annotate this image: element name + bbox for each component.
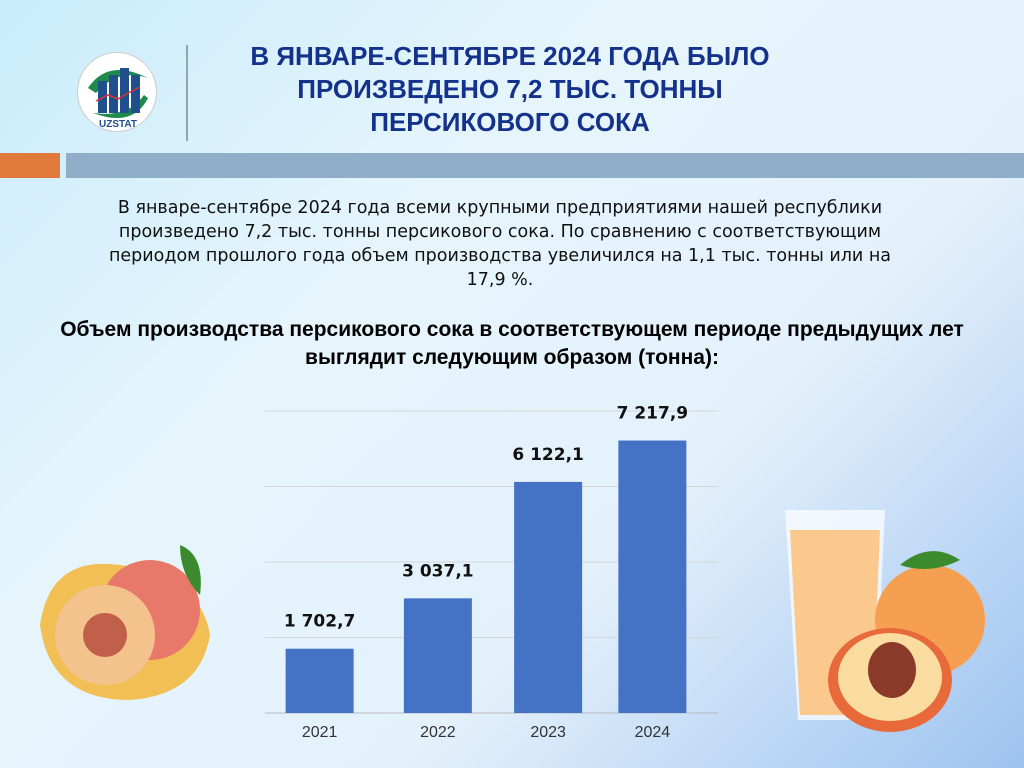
data-label: 7 217,9 [617, 404, 689, 424]
peach-juice-glass-image [785, 510, 985, 732]
title-line: В ЯНВАРЕ-СЕНТЯБРЕ 2024 ГОДА БЫЛО [250, 41, 770, 71]
bar-2022 [403, 598, 472, 713]
header-divider [186, 45, 188, 141]
data-label: 1 702,7 [284, 612, 356, 632]
x-tick-label: 2022 [420, 724, 456, 741]
x-tick-label: 2024 [635, 724, 671, 741]
chart-subtitle: Объем производства персикового сока в со… [60, 318, 964, 369]
data-label: 3 037,1 [402, 561, 474, 581]
uzstat-logo: UZSTAT [77, 52, 157, 132]
accent-bar-blue [66, 153, 1024, 178]
title-line: ПРОИЗВЕДЕНО 7,2 ТЫС. ТОННЫ [297, 74, 723, 104]
svg-text:UZSTAT: UZSTAT [99, 119, 137, 130]
bar-2023 [514, 481, 583, 713]
x-tick-label: 2023 [530, 724, 566, 741]
summary-paragraph: В январе-сентябре 2024 года всеми крупны… [108, 198, 892, 290]
accent-bar-orange [0, 153, 60, 178]
bar-2024 [618, 440, 687, 713]
peach-juice-splash-image [40, 545, 210, 700]
title-line: ПЕРСИКОВОГО СОКА [370, 107, 650, 137]
page-title: В ЯНВАРЕ-СЕНТЯБРЕ 2024 ГОДА БЫЛО ПРОИЗВЕ… [190, 40, 830, 139]
data-label: 6 122,1 [512, 445, 584, 465]
bar-2021 [285, 648, 354, 713]
x-tick-label: 2021 [302, 724, 338, 741]
